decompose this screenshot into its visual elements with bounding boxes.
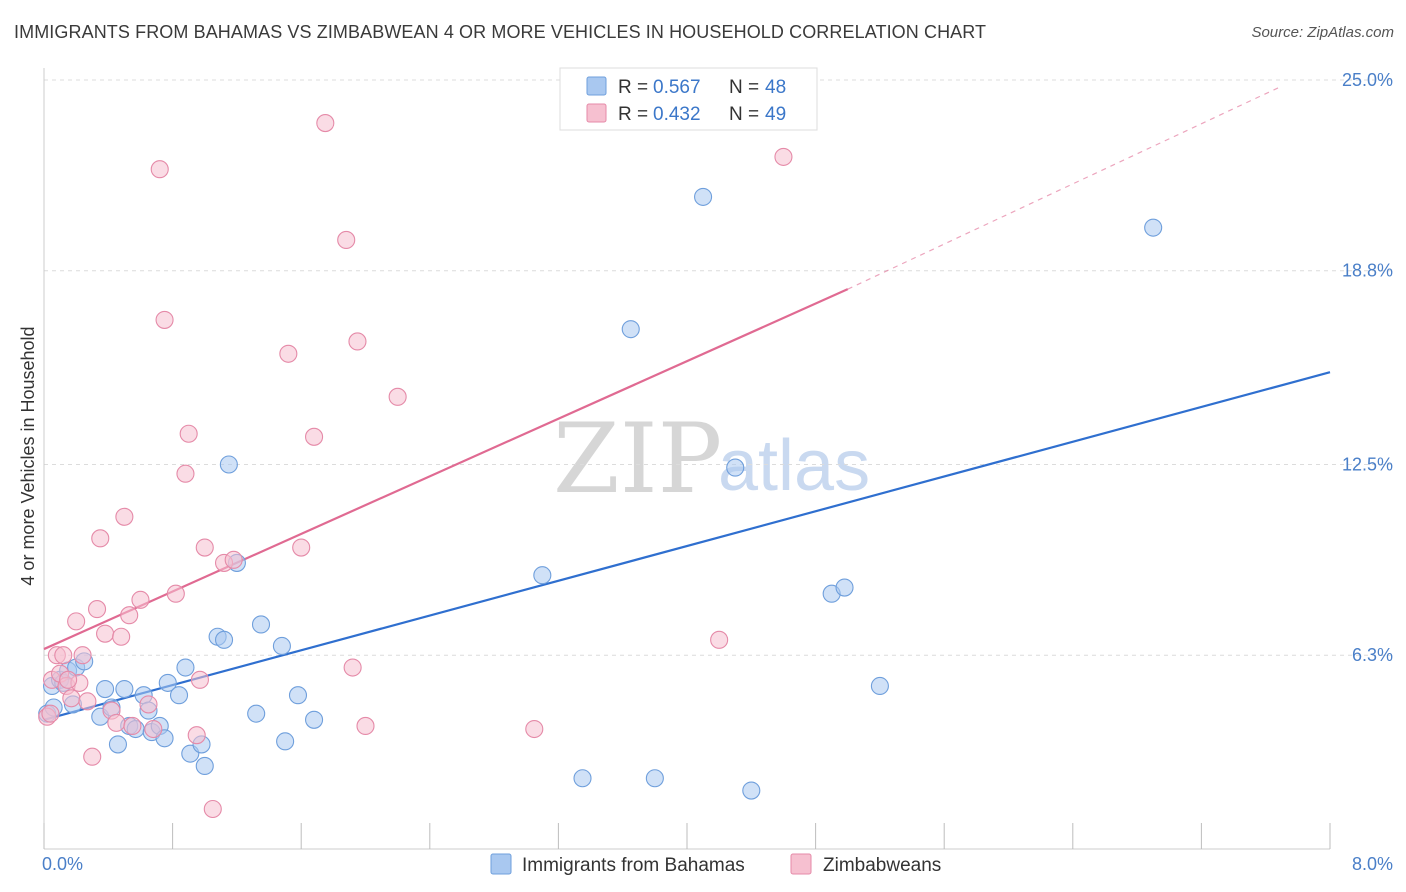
y-tick-label-3: 25.0% — [1342, 70, 1393, 90]
point-s0-32 — [272, 636, 291, 656]
legend-n-value-bahamas: 48 — [765, 77, 786, 98]
bottom-legend-swatch-zimbabweans — [790, 853, 812, 875]
point-s0-28 — [219, 455, 238, 474]
legend-r-label-bahamas: R = — [618, 77, 648, 98]
trend-line-extension-1 — [847, 85, 1283, 290]
bottom-legend: Immigrants from Bahamas Zimbabweans — [490, 853, 941, 876]
gridlines — [44, 79, 1395, 656]
point-s1-9 — [73, 646, 92, 665]
point-s1-47 — [59, 670, 78, 689]
watermark-zip: ZIP — [553, 403, 722, 515]
point-s0-22 — [176, 658, 195, 677]
point-s0-33 — [276, 732, 295, 751]
point-s1-18 — [115, 507, 134, 526]
point-s1-17 — [112, 627, 131, 646]
point-s1-29 — [190, 670, 209, 689]
point-s1-11 — [83, 747, 102, 766]
point-s0-40 — [694, 187, 713, 206]
point-s1-4 — [54, 646, 73, 665]
point-s1-24 — [155, 310, 174, 329]
point-s1-16 — [107, 713, 126, 732]
legend-r-value-bahamas: 0.567 — [653, 77, 701, 98]
y-tick-label-2: 18.8% — [1342, 261, 1393, 281]
point-s1-42 — [388, 387, 407, 406]
point-s1-19 — [120, 606, 139, 625]
point-s1-35 — [292, 538, 311, 557]
point-s1-43 — [525, 719, 544, 739]
point-s0-11 — [108, 735, 127, 754]
legend-swatch-zimbabweans — [586, 103, 607, 123]
point-s0-37 — [573, 769, 592, 788]
point-s1-13 — [91, 529, 110, 548]
point-s1-39 — [343, 658, 362, 677]
y-tick-label-0: 6.3% — [1352, 645, 1393, 665]
x-tick-label-min: 0.0% — [42, 854, 83, 874]
point-s0-41 — [726, 458, 745, 477]
x-tick-label-max: 8.0% — [1352, 854, 1393, 874]
point-s0-30 — [247, 704, 266, 723]
point-s0-35 — [305, 710, 324, 729]
point-s0-31 — [251, 615, 271, 634]
point-s1-44 — [710, 630, 729, 649]
y-axis-label: 4 or more Vehicles in Household — [18, 326, 38, 585]
point-s0-21 — [169, 686, 189, 705]
chart-title: IMMIGRANTS FROM BAHAMAS VS ZIMBABWEAN 4 … — [14, 22, 987, 42]
point-s0-45 — [870, 676, 889, 696]
point-s1-12 — [87, 600, 107, 619]
trend-line-0 — [43, 371, 1331, 721]
point-s1-38 — [337, 230, 356, 250]
legend-r-label-zimbabweans: R = — [618, 104, 648, 125]
point-s1-37 — [316, 114, 335, 133]
point-s1-46 — [41, 704, 60, 723]
legend-n-value-zimbabweans: 49 — [765, 104, 786, 125]
point-s0-42 — [742, 781, 761, 800]
point-s1-25 — [166, 584, 185, 603]
point-s0-44 — [835, 578, 854, 597]
point-s1-34 — [279, 344, 298, 363]
point-s1-26 — [176, 464, 195, 483]
legend-n-label-zimbabweans: N = — [729, 104, 759, 125]
y-tick-label-1: 12.5% — [1342, 455, 1393, 475]
point-s0-27 — [214, 630, 234, 649]
point-s0-34 — [288, 686, 308, 705]
point-s0-46 — [1144, 218, 1163, 237]
point-s0-36 — [533, 566, 552, 585]
point-s1-23 — [150, 160, 169, 179]
point-s1-20 — [131, 590, 150, 609]
point-s0-25 — [195, 756, 214, 775]
chart-source: Source: ZipAtlas.com — [1251, 24, 1394, 41]
point-s1-21 — [139, 695, 158, 714]
bottom-legend-label-bahamas: Immigrants from Bahamas — [522, 855, 745, 876]
point-s1-40 — [348, 332, 367, 351]
point-s0-12 — [115, 679, 134, 699]
point-s1-30 — [195, 538, 214, 557]
point-s1-28 — [187, 726, 206, 745]
legend-r-value-zimbabweans: 0.432 — [653, 104, 701, 125]
bottom-legend-swatch-bahamas — [490, 853, 512, 875]
legend-swatch-bahamas — [586, 76, 607, 96]
point-s1-22 — [144, 719, 163, 739]
series-zimbabweans-points — [38, 114, 793, 819]
point-s1-36 — [305, 427, 324, 446]
point-s1-31 — [203, 799, 222, 819]
point-s1-10 — [78, 692, 97, 711]
point-s0-9 — [96, 679, 115, 699]
point-s1-45 — [774, 147, 793, 166]
point-s0-38 — [621, 320, 640, 339]
point-s1-33 — [224, 550, 243, 569]
legend: R = 0.567 N = 48 R = 0.432 N = 49 — [559, 67, 818, 131]
point-s1-41 — [356, 716, 375, 736]
y-tick-labels: 6.3% 12.5% 18.8% 25.0% — [1342, 70, 1393, 665]
point-s1-27 — [179, 424, 198, 443]
point-s0-39 — [645, 769, 664, 788]
point-s1-48 — [123, 716, 142, 736]
legend-n-label-bahamas: N = — [729, 77, 759, 98]
point-s0-20 — [158, 673, 177, 692]
point-s1-7 — [67, 612, 86, 631]
point-s1-14 — [96, 624, 115, 643]
point-s1-6 — [62, 689, 81, 708]
series-bahamas-points — [38, 187, 1163, 800]
bottom-legend-label-zimbabweans: Zimbabweans — [823, 855, 941, 876]
